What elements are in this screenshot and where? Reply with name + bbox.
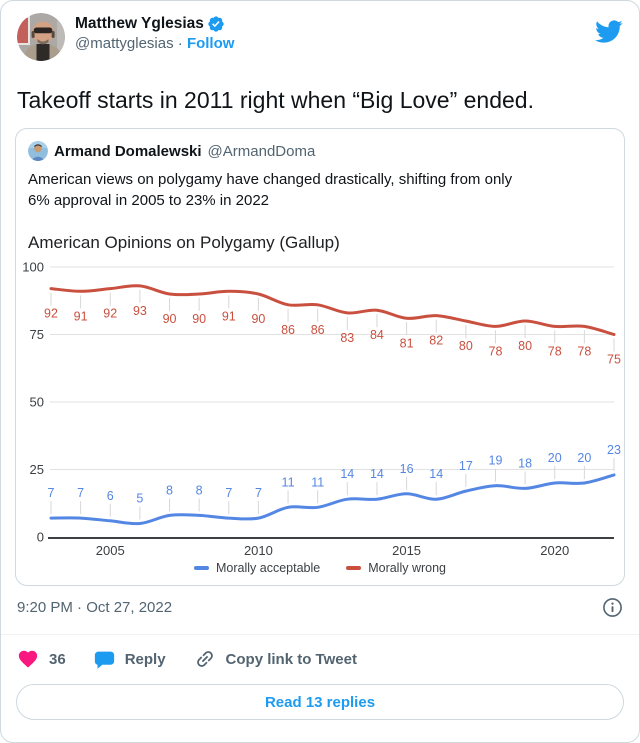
- svg-text:80: 80: [518, 339, 532, 353]
- svg-text:90: 90: [163, 312, 177, 326]
- svg-text:14: 14: [429, 467, 443, 481]
- read-replies-label: Read 13 replies: [264, 693, 376, 711]
- svg-text:20: 20: [548, 451, 562, 465]
- svg-text:2015: 2015: [392, 543, 421, 558]
- svg-text:14: 14: [370, 467, 384, 481]
- quoted-author-name: Armand Domalewski: [54, 142, 202, 160]
- svg-text:78: 78: [548, 344, 562, 358]
- svg-text:50: 50: [30, 395, 44, 410]
- svg-text:92: 92: [44, 307, 58, 321]
- svg-text:7: 7: [48, 486, 55, 500]
- svg-text:78: 78: [577, 344, 591, 358]
- polygamy-chart: 0 25 50 75 100 2005 2010 2015 2020 7 7 6 5 8 8 7 7 11 11 14…: [22, 257, 621, 576]
- twitter-bird-icon[interactable]: [594, 13, 623, 51]
- copy-link-button[interactable]: Copy link to Tweet: [194, 648, 357, 670]
- svg-text:19: 19: [489, 454, 503, 468]
- legend-label: Morally wrong: [368, 561, 447, 575]
- tweet-text: Takeoff starts in 2011 right when “Big L…: [17, 87, 534, 113]
- svg-text:86: 86: [311, 323, 325, 337]
- engagement-row: 36 Reply Copy link to Tweet: [1, 635, 639, 682]
- svg-text:18: 18: [518, 456, 532, 470]
- svg-text:84: 84: [370, 328, 384, 342]
- svg-text:86: 86: [281, 323, 295, 337]
- reply-label: Reply: [124, 650, 166, 668]
- svg-text:2005: 2005: [96, 543, 125, 558]
- legend-swatch-icon: [193, 566, 209, 570]
- svg-text:11: 11: [311, 475, 324, 489]
- chain-link-icon: [194, 648, 216, 670]
- svg-text:5: 5: [136, 492, 143, 506]
- legend-swatch-icon: [346, 566, 362, 570]
- like-count: 36: [49, 650, 66, 668]
- svg-text:80: 80: [459, 339, 473, 353]
- legend-item: Morally acceptable: [193, 561, 321, 575]
- svg-text:91: 91: [222, 309, 236, 323]
- quoted-text-line-1: American views on polygamy have changed …: [28, 171, 513, 188]
- reply-button[interactable]: Reply: [94, 649, 166, 670]
- speech-bubble-icon: [94, 649, 115, 670]
- author-handle[interactable]: @mattyglesias: [75, 35, 174, 52]
- verified-badge-icon: [207, 15, 225, 33]
- meta-row: 9:20 PM · Oct 27, 2022: [1, 597, 639, 618]
- svg-text:90: 90: [251, 312, 265, 326]
- avatar-image: [17, 13, 65, 61]
- svg-text:82: 82: [429, 334, 443, 348]
- quoted-tweet-card[interactable]: Armand Domalewski @ArmandDoma American v…: [15, 128, 625, 586]
- svg-text:25: 25: [30, 462, 44, 477]
- svg-text:92: 92: [103, 307, 117, 321]
- svg-text:93: 93: [133, 304, 147, 318]
- svg-text:8: 8: [196, 483, 203, 497]
- svg-text:8: 8: [166, 483, 173, 497]
- svg-text:75: 75: [30, 327, 44, 342]
- svg-text:17: 17: [459, 459, 473, 473]
- chart-legend: Morally acceptable Morally wrong: [28, 561, 612, 575]
- svg-text:78: 78: [489, 344, 503, 358]
- svg-text:90: 90: [192, 312, 206, 326]
- tweet-header: Matthew Yglesias @mattyglesias · Follow: [1, 1, 639, 61]
- follow-button[interactable]: Follow: [186, 35, 235, 52]
- timestamp[interactable]: 9:20 PM · Oct 27, 2022: [17, 599, 173, 616]
- svg-text:7: 7: [225, 486, 232, 500]
- legend-item: Morally wrong: [346, 561, 446, 575]
- svg-text:81: 81: [400, 336, 414, 350]
- svg-text:75: 75: [607, 353, 621, 367]
- svg-text:7: 7: [77, 486, 84, 500]
- author-block: Matthew Yglesias @mattyglesias · Follow: [75, 13, 234, 52]
- svg-text:14: 14: [340, 467, 354, 481]
- copy-link-label: Copy link to Tweet: [225, 650, 357, 668]
- svg-text:91: 91: [74, 309, 88, 323]
- quoted-text-line-2: 6% approval in 2005 to 23% in 2022: [28, 192, 270, 209]
- author-name[interactable]: Matthew Yglesias: [75, 15, 204, 32]
- read-replies-button[interactable]: Read 13 replies: [16, 684, 624, 720]
- svg-text:23: 23: [607, 443, 621, 457]
- svg-text:100: 100: [22, 260, 44, 275]
- svg-text:83: 83: [340, 331, 354, 345]
- like-button[interactable]: 36: [17, 648, 66, 670]
- svg-text:20: 20: [577, 451, 591, 465]
- svg-text:16: 16: [400, 462, 414, 476]
- svg-text:11: 11: [282, 475, 295, 489]
- quoted-avatar: [28, 141, 48, 161]
- svg-text:0: 0: [37, 530, 44, 545]
- chart-title: American Opinions on Polygamy (Gallup): [28, 233, 340, 252]
- quoted-author-handle: @ArmandDoma: [207, 142, 316, 160]
- avatar[interactable]: [17, 13, 65, 61]
- svg-text:6: 6: [107, 489, 114, 503]
- svg-text:2010: 2010: [244, 543, 273, 558]
- legend-label: Morally acceptable: [215, 561, 321, 575]
- heart-icon: [17, 648, 39, 670]
- svg-text:7: 7: [255, 486, 262, 500]
- handle-separator: ·: [177, 35, 183, 52]
- quoted-tweet-header: Armand Domalewski @ArmandDoma: [28, 141, 612, 161]
- svg-text:2020: 2020: [540, 543, 569, 558]
- info-icon[interactable]: [602, 597, 623, 618]
- quoted-tweet-text: American views on polygamy have changed …: [28, 169, 612, 211]
- divider: [1, 634, 639, 635]
